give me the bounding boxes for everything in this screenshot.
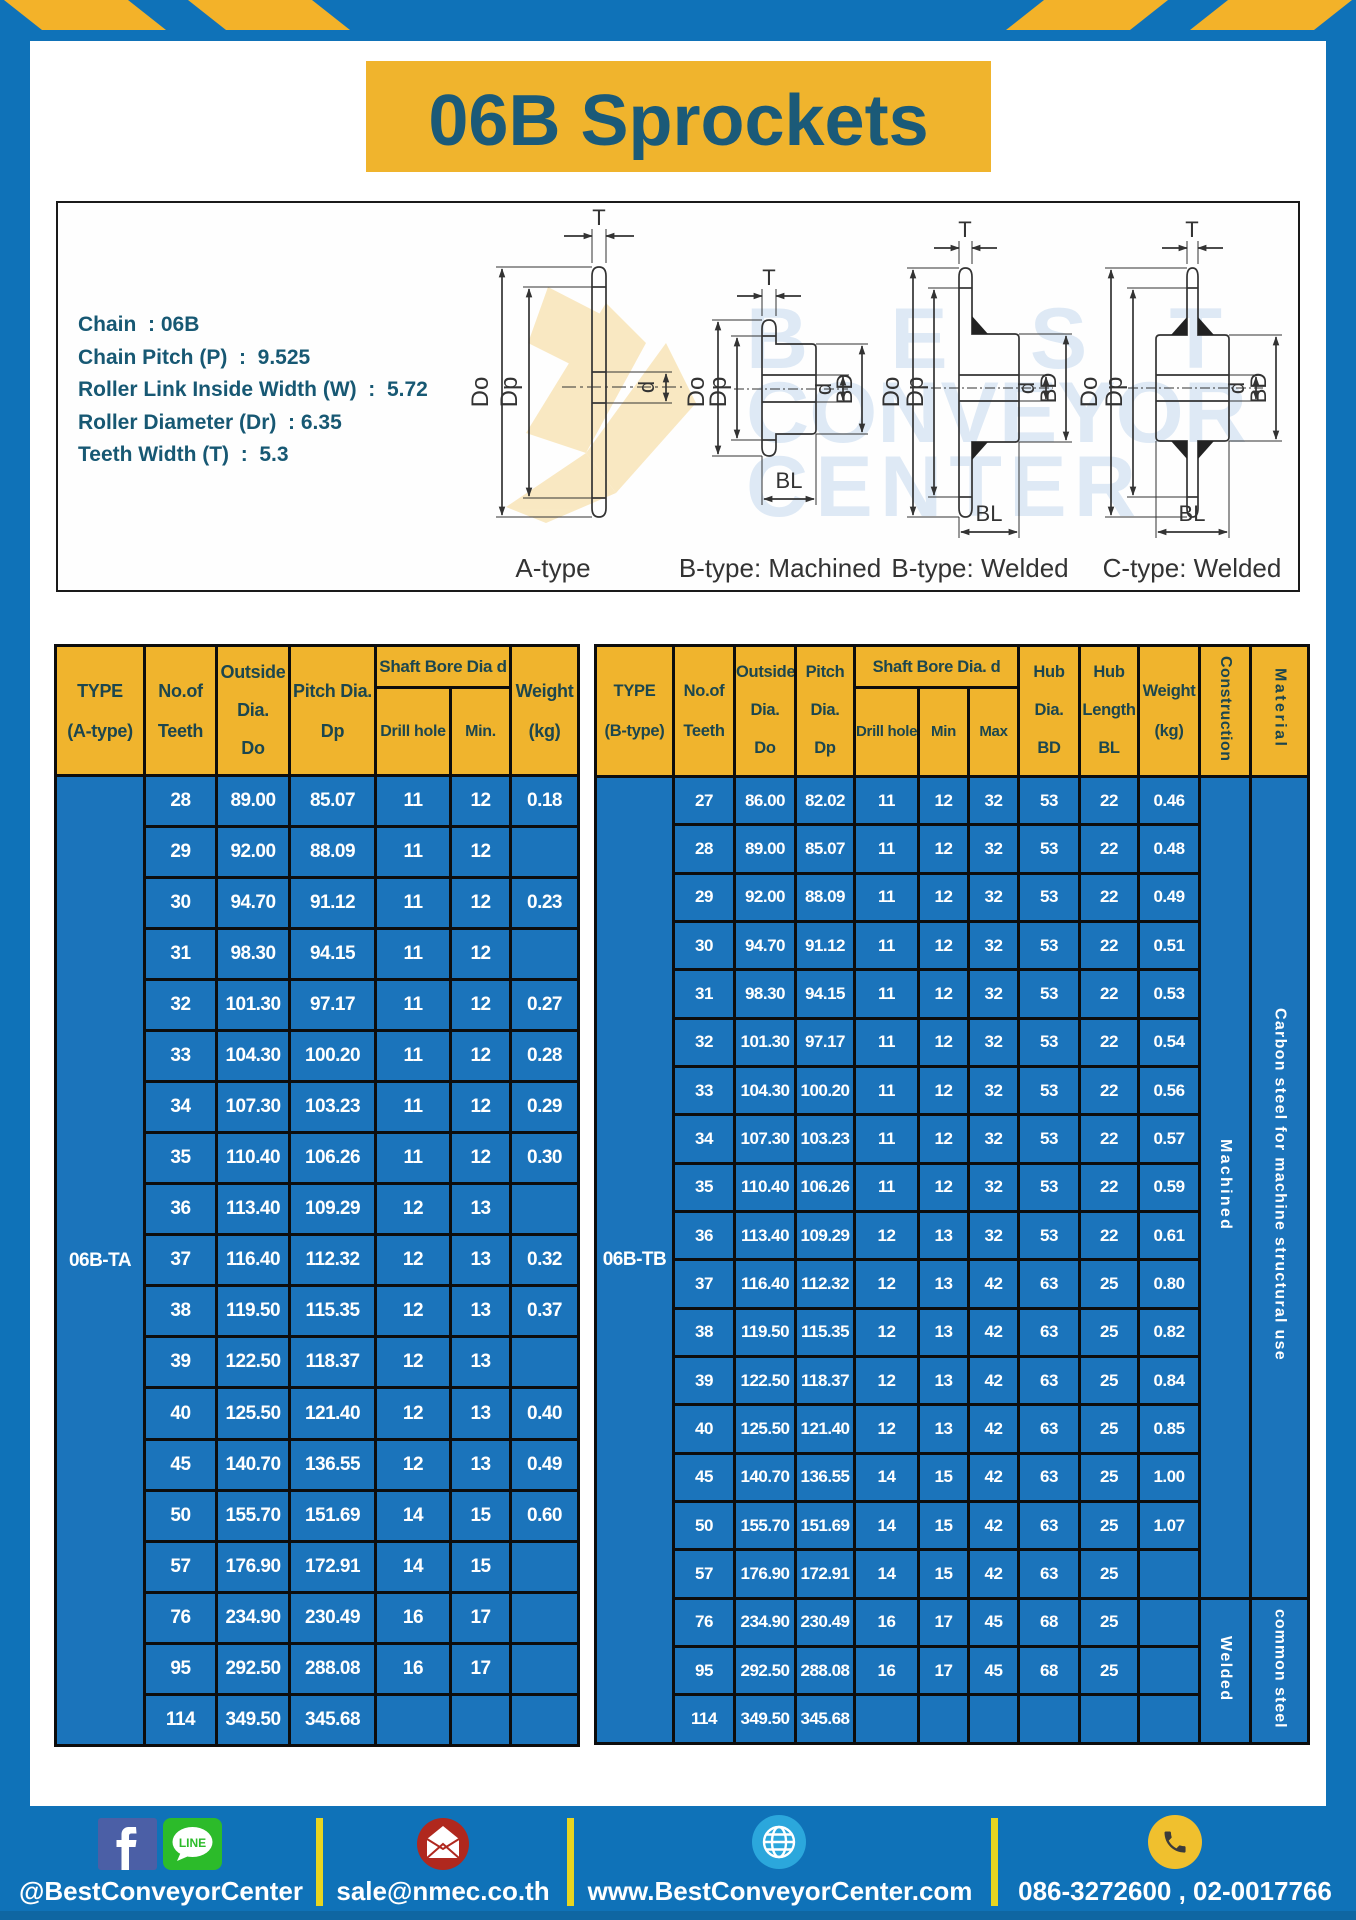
svg-text:d: d — [811, 383, 836, 395]
svg-text:Dp: Dp — [902, 377, 929, 408]
svg-text:BD: BD — [832, 374, 857, 405]
svg-text:Dp: Dp — [705, 377, 732, 408]
svg-text:T: T — [1185, 217, 1198, 242]
svg-text:Do: Do — [878, 377, 905, 408]
svg-text:Do: Do — [1076, 377, 1103, 408]
svg-text:T: T — [592, 205, 605, 230]
svg-text:d: d — [1224, 382, 1249, 394]
svg-text:Dp: Dp — [496, 377, 523, 408]
svg-text:d: d — [634, 381, 659, 393]
svg-text:B-type: Welded: B-type: Welded — [891, 553, 1068, 583]
svg-text:BL: BL — [976, 501, 1003, 526]
svg-text:A-type: A-type — [515, 553, 590, 583]
svg-text:B-type: Machined: B-type: Machined — [679, 553, 881, 583]
svg-text:d: d — [1014, 382, 1039, 394]
svg-text:C-type: Welded: C-type: Welded — [1103, 553, 1282, 583]
svg-text:CONVEYOR: CONVEYOR — [746, 365, 1247, 461]
svg-text:BD: BD — [1246, 373, 1271, 404]
svg-text:BL: BL — [1179, 501, 1206, 526]
svg-text:T: T — [762, 265, 775, 290]
svg-text:BD: BD — [1036, 373, 1061, 404]
svg-text:T: T — [958, 217, 971, 242]
svg-text:LINE: LINE — [179, 1836, 206, 1850]
svg-text:Do: Do — [683, 377, 710, 408]
svg-text:Dp: Dp — [1101, 377, 1128, 408]
svg-text:Do: Do — [467, 377, 494, 408]
svg-text:BL: BL — [776, 468, 803, 493]
